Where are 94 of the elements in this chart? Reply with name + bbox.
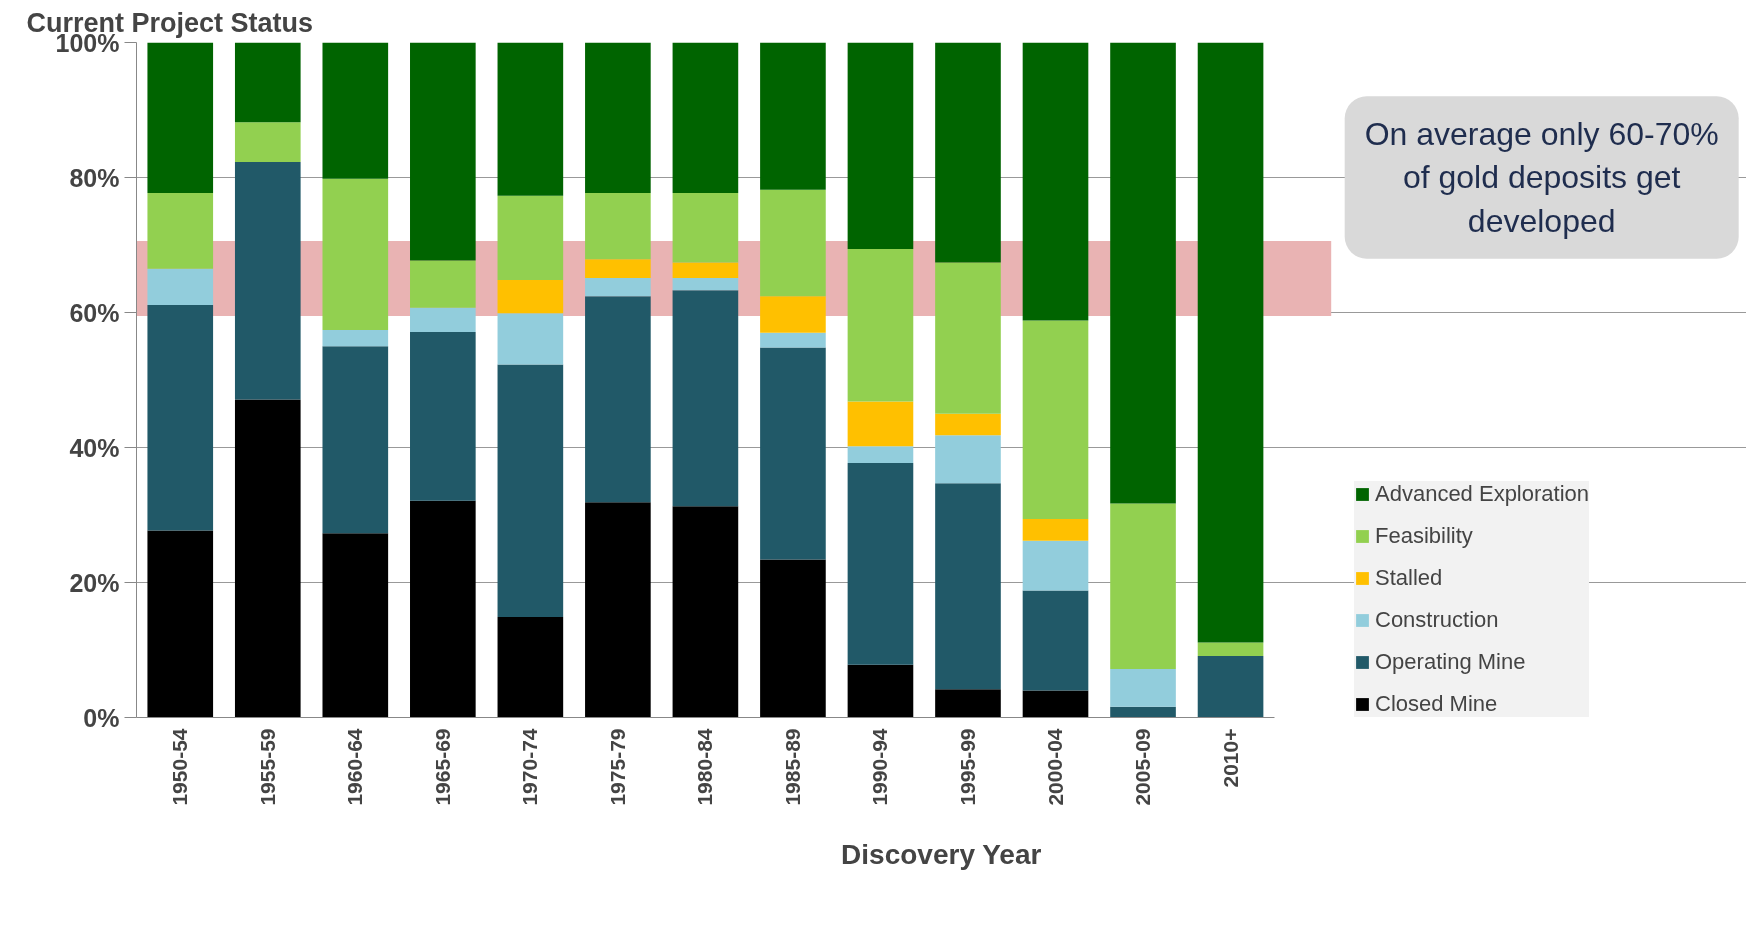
bar: [585, 296, 651, 503]
x-tick-label: 2000-04: [1043, 728, 1067, 806]
legend-label: Operating Mine: [1375, 649, 1526, 675]
x-tick-label: 1990-94: [868, 728, 892, 806]
bar: [935, 262, 1001, 414]
bar: [847, 664, 914, 718]
legend-label: Feasibility: [1375, 523, 1473, 549]
legend-label: Construction: [1375, 607, 1499, 633]
bar: [935, 413, 1001, 436]
bar: [234, 161, 301, 400]
bar: [322, 330, 389, 347]
bar: [847, 401, 914, 447]
bar: [234, 122, 301, 162]
legend-label: Closed Mine: [1375, 691, 1498, 717]
bar: [410, 500, 476, 718]
bar: [760, 189, 826, 297]
bar: [1197, 656, 1264, 718]
bar: [935, 483, 1001, 690]
bar: [1022, 590, 1089, 691]
bar: [585, 193, 651, 260]
y-tick-label: 40%: [69, 433, 120, 462]
bar: [497, 616, 564, 718]
x-tick-label: 1985-89: [780, 728, 804, 806]
bar: [935, 435, 1001, 484]
bar: [147, 193, 214, 269]
text: On average only 60-70% of gold deposits get developed: [1364, 116, 1719, 239]
bar: [672, 278, 739, 291]
bar: [760, 559, 826, 718]
bar: [1197, 42, 1264, 643]
x-tick-label: 1975-79: [605, 728, 629, 806]
bar: [760, 296, 826, 333]
bar: [760, 332, 826, 348]
bar: [1110, 706, 1176, 718]
bar: [147, 268, 214, 306]
bar: [1110, 42, 1176, 504]
bar: [672, 290, 739, 507]
bar: [1022, 540, 1089, 591]
bar: [410, 307, 476, 333]
bar: [672, 506, 739, 718]
y-tick-label: 0%: [83, 703, 120, 732]
bar: [410, 42, 476, 261]
y-tick-label: 20%: [69, 568, 120, 597]
bar: [1110, 668, 1176, 707]
x-tick-label: 1970-74: [518, 728, 542, 806]
bar: [147, 305, 214, 531]
bar: [585, 259, 651, 279]
bar: [1022, 519, 1089, 541]
x-tick-label: 1995-99: [955, 728, 979, 806]
bar: [672, 262, 739, 279]
y-tick-label: 80%: [69, 163, 120, 192]
bar: [935, 42, 1001, 263]
bar: [234, 399, 301, 718]
bar: [935, 689, 1001, 718]
bar: [234, 42, 301, 123]
bar: [847, 463, 914, 665]
bar: [147, 42, 214, 194]
bar: [1022, 42, 1089, 321]
bar: [497, 280, 564, 314]
x-tick-label: 1960-64: [343, 728, 367, 806]
bar: [1110, 503, 1176, 669]
bar: [585, 502, 651, 718]
x-tick-label: 1965-69: [430, 728, 454, 806]
bar: [497, 364, 564, 617]
bar: [147, 530, 214, 718]
bar: [497, 195, 564, 281]
x-tick-label: 2010+: [1218, 728, 1242, 788]
bar: [410, 260, 476, 308]
x-tick-label: 1950-54: [168, 728, 192, 806]
x-tick-label: 1955-59: [255, 728, 279, 806]
bar: [497, 42, 564, 196]
bar: [1197, 642, 1264, 657]
bar: [1022, 320, 1089, 520]
y-tick-label: 60%: [69, 298, 120, 327]
bar: [760, 42, 826, 190]
bar: [585, 42, 651, 194]
bar: [847, 42, 914, 250]
bar: [1022, 690, 1089, 718]
bar: [760, 347, 826, 560]
bar: [672, 193, 739, 263]
bar: [322, 533, 389, 718]
bar: [847, 446, 914, 464]
bar: [322, 42, 389, 179]
bar: [322, 178, 389, 331]
legend-label: Advanced Exploration: [1375, 481, 1590, 507]
bar: [497, 313, 564, 365]
legend-label: Stalled: [1375, 565, 1443, 591]
bar: [672, 42, 739, 194]
x-tick-label: 2005-09: [1131, 728, 1155, 806]
bar: [410, 332, 476, 501]
bar: [847, 249, 914, 402]
x-axis-title: Discovery Year: [841, 838, 1042, 870]
x-tick-label: 1980-84: [693, 728, 717, 806]
bar: [322, 346, 389, 534]
bar: [585, 278, 651, 297]
